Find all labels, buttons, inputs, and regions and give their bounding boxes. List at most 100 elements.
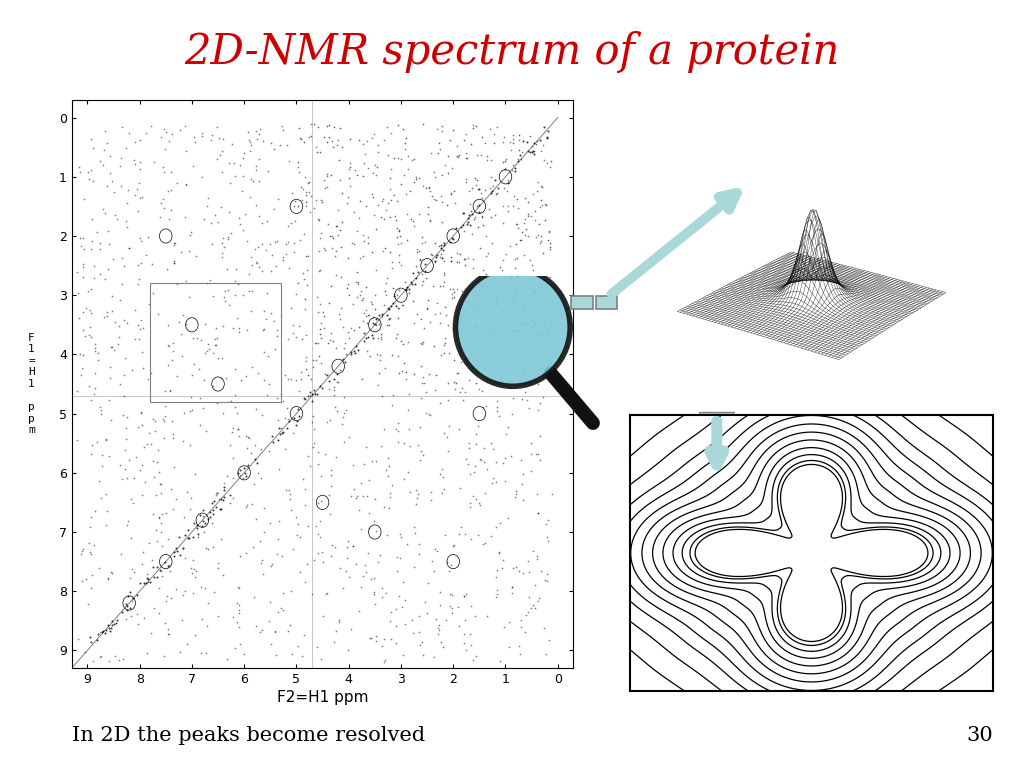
Point	[145, 413, 162, 425]
Point	[367, 208, 383, 220]
Point	[495, 136, 511, 148]
Point	[390, 417, 407, 429]
Point	[464, 326, 480, 338]
Point	[166, 237, 182, 250]
Point	[200, 543, 216, 555]
Point	[342, 161, 358, 173]
Point	[508, 488, 524, 500]
Point	[435, 482, 452, 495]
Point	[500, 174, 516, 186]
Point	[337, 336, 353, 349]
Point	[392, 528, 409, 541]
Point	[231, 217, 248, 230]
Point	[455, 393, 471, 406]
Point	[537, 121, 553, 133]
Point	[352, 285, 369, 297]
Point	[136, 611, 153, 624]
Point	[450, 140, 466, 152]
Point	[422, 185, 438, 197]
Point	[272, 388, 289, 400]
Point	[261, 517, 278, 529]
Point	[420, 577, 436, 589]
Point	[396, 276, 413, 288]
Point	[204, 238, 220, 250]
Point	[118, 422, 134, 434]
Point	[400, 163, 417, 175]
Point	[525, 286, 542, 298]
Point	[250, 468, 266, 480]
Point	[95, 144, 112, 156]
Point	[166, 550, 182, 562]
Point	[475, 455, 492, 468]
Point	[525, 366, 542, 379]
Point	[119, 411, 135, 423]
Point	[431, 619, 447, 631]
Point	[345, 238, 361, 250]
Point	[407, 278, 423, 290]
Point	[207, 208, 223, 220]
Point	[390, 118, 407, 131]
Point	[382, 182, 398, 194]
Point	[486, 272, 503, 284]
Point	[415, 336, 431, 349]
Point	[431, 306, 447, 319]
Point	[156, 202, 172, 214]
Point	[508, 238, 524, 250]
Point	[454, 382, 470, 394]
Point	[108, 209, 124, 221]
Point	[456, 637, 472, 650]
Point	[388, 300, 404, 313]
Point	[445, 353, 462, 366]
Point	[427, 384, 443, 396]
Point	[263, 560, 280, 572]
Point	[224, 322, 241, 334]
Point	[359, 310, 376, 322]
Point	[458, 644, 474, 656]
Point	[103, 621, 120, 634]
Point	[318, 119, 335, 131]
Point	[445, 376, 462, 388]
Point	[327, 400, 343, 412]
Point	[539, 277, 555, 290]
Point	[310, 458, 327, 471]
Point	[519, 554, 536, 567]
Point	[387, 214, 403, 226]
Point	[486, 208, 503, 220]
Point	[144, 561, 161, 574]
Point	[210, 215, 226, 227]
Point	[436, 332, 453, 344]
Point	[460, 252, 476, 264]
Point	[482, 530, 499, 542]
Point	[531, 134, 548, 146]
Point	[351, 605, 368, 617]
Point	[388, 620, 404, 632]
Point	[204, 517, 220, 529]
Point	[269, 330, 286, 343]
Point	[373, 331, 389, 343]
Point	[404, 154, 421, 166]
Point	[392, 335, 409, 347]
Point	[306, 436, 323, 449]
Point	[122, 601, 138, 614]
Point	[492, 346, 508, 358]
Point	[137, 127, 154, 140]
Point	[336, 356, 352, 368]
Point	[380, 452, 396, 464]
Point	[249, 133, 265, 145]
Point	[221, 299, 238, 311]
Point	[104, 614, 121, 627]
Point	[73, 166, 89, 178]
Point	[308, 388, 325, 400]
Point	[305, 423, 322, 435]
Point	[285, 319, 301, 331]
Point	[308, 520, 325, 532]
Point	[398, 373, 415, 386]
Point	[102, 372, 119, 384]
Point	[475, 218, 492, 230]
Point	[252, 443, 268, 455]
Point	[355, 570, 372, 582]
Point	[161, 135, 177, 147]
Point	[288, 373, 304, 386]
Point	[371, 318, 387, 330]
Point	[426, 167, 442, 179]
